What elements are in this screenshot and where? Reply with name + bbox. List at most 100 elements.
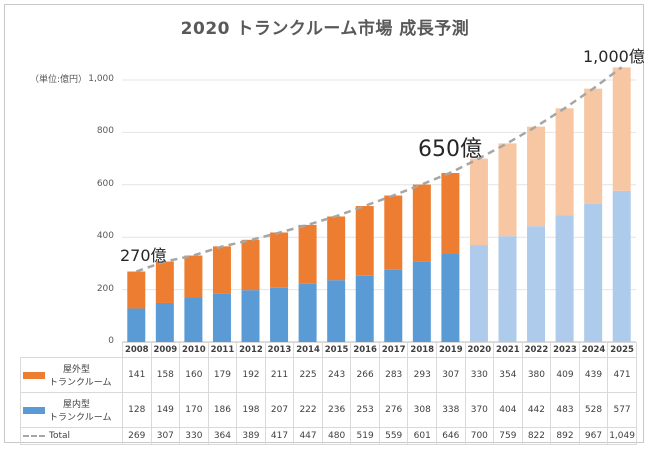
table-cell: 700 xyxy=(464,427,495,445)
bar-outdoor-2016 xyxy=(355,206,374,276)
table-cell: 967 xyxy=(578,427,609,445)
annotation-2019: 650億 xyxy=(418,137,482,162)
table-row: Total 269 307 330 364 389 417 447 480 519 559 601 64… xyxy=(20,427,637,445)
bar-indoor-2012 xyxy=(241,290,260,342)
table-cell: 283 xyxy=(378,357,409,393)
category-label: 2009 xyxy=(150,342,181,358)
category-label: 2010 xyxy=(179,342,209,358)
table-cell: 480 xyxy=(321,427,352,445)
table-cell: 471 xyxy=(607,357,637,393)
bar-outdoor-2019 xyxy=(441,173,460,254)
table-cell: 380 xyxy=(521,357,552,393)
table-cell: 170 xyxy=(179,392,209,428)
table-cell: 225 xyxy=(293,357,323,393)
table-cell: 198 xyxy=(236,392,266,428)
y-tick-label: 0 xyxy=(108,336,114,346)
bar-outdoor-2010 xyxy=(184,255,203,298)
y-tick-label: 600 xyxy=(96,178,114,189)
table-row: 屋内型 トランクルーム 128 149 170 186 198 207 222 236 253 276… xyxy=(20,392,637,428)
bar-outdoor-2020 xyxy=(469,158,488,246)
table-cell: 354 xyxy=(493,357,523,393)
table-cell: 211 xyxy=(264,357,295,393)
table-cell: 364 xyxy=(207,427,238,445)
bar-indoor-2015 xyxy=(327,280,346,342)
category-label: 2023 xyxy=(550,342,580,358)
table-cell: 160 xyxy=(179,357,209,393)
table-cell: 158 xyxy=(150,357,181,393)
table-cell: 338 xyxy=(436,392,466,428)
table-cell: 759 xyxy=(493,427,523,445)
bar-outdoor-2015 xyxy=(327,216,346,281)
bar-indoor-2017 xyxy=(384,269,403,342)
table-cell: 269 xyxy=(122,427,152,445)
legend-swatch xyxy=(23,371,45,379)
bar-indoor-2018 xyxy=(412,261,431,342)
category-label: 2016 xyxy=(350,342,380,358)
bar-outdoor-2018 xyxy=(412,184,431,262)
bar-indoor-2014 xyxy=(298,283,317,342)
bar-outdoor-2011 xyxy=(212,246,231,294)
bar-outdoor-2022 xyxy=(527,126,546,227)
table-cell: 1,049 xyxy=(607,427,637,445)
unit-label: （単位:億円） xyxy=(30,75,88,85)
table-cell: 307 xyxy=(150,427,181,445)
bar-indoor-2023 xyxy=(555,215,574,342)
bar-outdoor-2021 xyxy=(498,143,517,237)
table-cell: 253 xyxy=(350,392,380,428)
bar-indoor-2008 xyxy=(127,308,146,342)
bar-indoor-2009 xyxy=(155,302,174,342)
category-label: 2011 xyxy=(207,342,238,358)
y-tick-label: 800 xyxy=(96,126,114,137)
table-cell: 293 xyxy=(407,357,438,393)
table-cell: 646 xyxy=(436,427,466,445)
table-cell: 330 xyxy=(464,357,495,393)
y-tick-label: 200 xyxy=(96,283,114,294)
table-cell: 447 xyxy=(293,427,323,445)
table-cell: 308 xyxy=(407,392,438,428)
category-label: 2015 xyxy=(321,342,352,358)
bar-outdoor-2024 xyxy=(584,88,603,204)
table-cell: 601 xyxy=(407,427,438,445)
legend-entry: 屋外型 トランクルーム xyxy=(20,357,123,393)
bar-outdoor-2014 xyxy=(298,224,317,284)
table-cell: 179 xyxy=(207,357,238,393)
table-cell: 528 xyxy=(578,392,609,428)
bar-indoor-2022 xyxy=(527,226,546,342)
table-cell: 128 xyxy=(122,392,152,428)
table-cell: 330 xyxy=(179,427,209,445)
category-label: 2021 xyxy=(493,342,523,358)
bar-indoor-2016 xyxy=(355,275,374,342)
annotation-start: 270億 xyxy=(120,246,167,265)
y-tick-label: 1,000 xyxy=(88,74,114,84)
legend-swatch xyxy=(23,406,45,414)
bar-indoor-2010 xyxy=(184,297,203,342)
table-cell: 417 xyxy=(264,427,295,445)
category-label: 2008 xyxy=(122,342,152,358)
table-cell: 222 xyxy=(293,392,323,428)
annotation-2025: 1,000億 xyxy=(583,47,645,66)
table-cell: 439 xyxy=(578,357,609,393)
bar-indoor-2019 xyxy=(441,253,460,342)
category-label: 2024 xyxy=(578,342,609,358)
table-cell: 822 xyxy=(521,427,552,445)
bar-indoor-2024 xyxy=(584,203,603,342)
category-label: 2019 xyxy=(436,342,466,358)
table-cell: 442 xyxy=(521,392,552,428)
category-label: 2013 xyxy=(264,342,295,358)
table-cell: 409 xyxy=(550,357,580,393)
table-cell: 483 xyxy=(550,392,580,428)
category-label: 2014 xyxy=(293,342,323,358)
category-label: 2022 xyxy=(521,342,552,358)
y-tick-label: 400 xyxy=(96,231,114,242)
bar-outdoor-2017 xyxy=(384,195,403,270)
table-cell: 519 xyxy=(350,427,380,445)
category-label: 2012 xyxy=(236,342,266,358)
bar-outdoor-2025 xyxy=(612,67,631,191)
bar-outdoor-2008 xyxy=(127,271,146,309)
bar-outdoor-2012 xyxy=(241,239,260,291)
table-cell: 266 xyxy=(350,357,380,393)
legend-line-key xyxy=(23,434,45,437)
bar-indoor-2020 xyxy=(469,245,488,342)
chart-title: 2020 トランクルーム市場 成長予測 xyxy=(180,19,470,39)
bar-outdoor-2013 xyxy=(270,232,289,288)
